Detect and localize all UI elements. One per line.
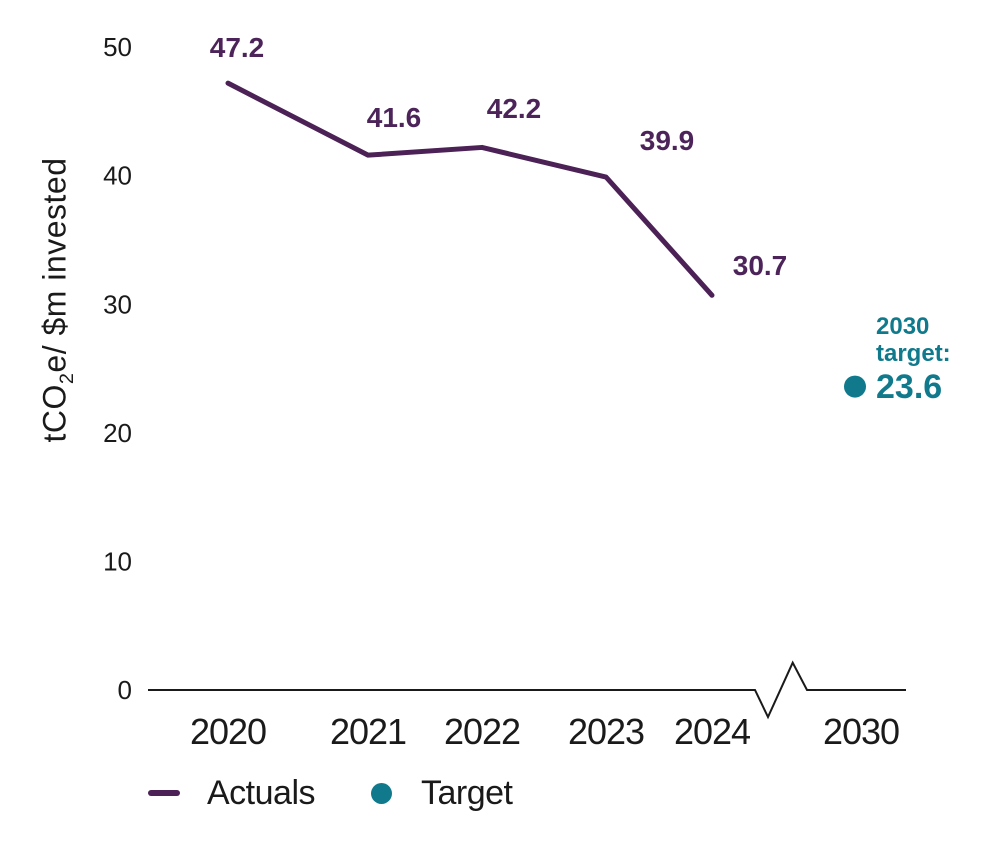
- data-label: 39.9: [640, 125, 695, 156]
- y-tick-label: 20: [103, 418, 132, 448]
- y-axis-title-text: tCO: [36, 384, 73, 443]
- legend-label-actuals: Actuals: [207, 773, 316, 812]
- data-label: 47.2: [210, 32, 265, 63]
- y-axis-title-text: e/ $m invested: [36, 157, 73, 373]
- y-tick-label: 0: [118, 675, 132, 705]
- data-label: 42.2: [487, 93, 542, 124]
- x-tick-label: 2020: [190, 711, 266, 752]
- y-tick-label: 40: [103, 161, 132, 191]
- actuals-line: [225, 80, 715, 298]
- x-axis-line: [148, 660, 906, 720]
- data-label: 30.7: [733, 250, 788, 281]
- x-tick-label: 2022: [444, 711, 520, 752]
- x-tick-label: 2023: [568, 711, 644, 752]
- y-tick-label: 10: [103, 546, 132, 576]
- y-tick-label: 50: [103, 32, 132, 62]
- x-tick-label: 2024: [674, 711, 750, 752]
- target-value-label: 23.6: [876, 368, 942, 406]
- y-axis-title: tCO2e/ $m invested: [36, 157, 78, 443]
- legend-label-target: Target: [421, 773, 513, 812]
- target-dot-marker: [371, 782, 392, 804]
- x-tick-label: 2021: [330, 711, 406, 752]
- legend: Actuals Target: [148, 770, 513, 816]
- target-annotation-line2: target:: [876, 340, 951, 367]
- target-dot: [844, 375, 866, 398]
- target-annotation-line1: 2030: [876, 313, 929, 340]
- y-tick-label: 30: [103, 289, 132, 319]
- y-axis-title-subscript: 2: [55, 372, 78, 385]
- data-label: 41.6: [367, 102, 422, 133]
- actuals-line-marker: [148, 790, 180, 796]
- x-tick-label: 2030: [823, 711, 899, 752]
